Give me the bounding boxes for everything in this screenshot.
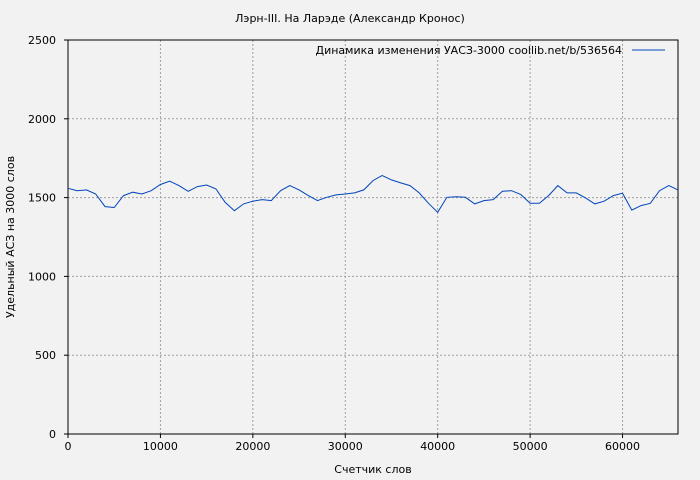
- y-tick-label: 0: [49, 428, 56, 441]
- y-tick-label: 1000: [28, 270, 56, 283]
- series-group: [67, 174, 679, 214]
- x-tick-label: 50000: [513, 440, 548, 453]
- grid: [68, 40, 678, 434]
- y-tick-label: 2500: [28, 34, 56, 47]
- plot-frame: [67, 39, 679, 435]
- x-tick-label: 30000: [328, 440, 363, 453]
- y-tick-label: 2000: [28, 113, 56, 126]
- y-tick-label: 500: [35, 349, 56, 362]
- legend: Динамика изменения УАСЗ-3000 coollib.net…: [316, 44, 665, 57]
- series-line: [67, 174, 679, 214]
- x-tick-label: 10000: [143, 440, 178, 453]
- x-tick-label: 0: [65, 440, 72, 453]
- chart-title: Лэрн-III. На Ларэде (Александр Кронос): [235, 12, 465, 25]
- x-tick-label: 40000: [420, 440, 455, 453]
- x-axis-label: Счетчик слов: [334, 463, 411, 476]
- y-tick-label: 1500: [28, 192, 56, 205]
- legend-label: Динамика изменения УАСЗ-3000 coollib.net…: [316, 44, 623, 57]
- y-axis-label: Удельный АСЗ на 3000 слов: [4, 156, 17, 318]
- ticks: 0 10000 20000 30000 40000 50000 60000 0 500 1000 1…: [28, 34, 640, 453]
- x-tick-label: 60000: [605, 440, 640, 453]
- x-tick-label: 20000: [235, 440, 270, 453]
